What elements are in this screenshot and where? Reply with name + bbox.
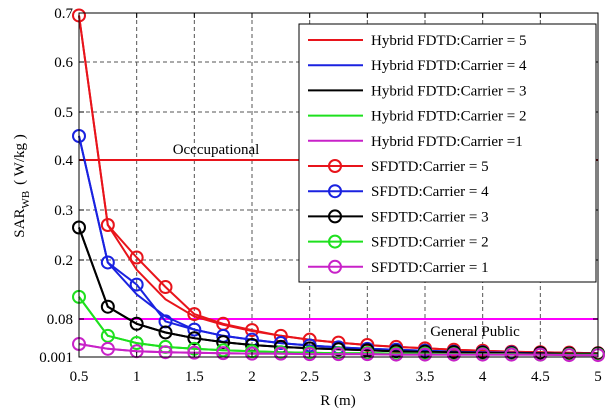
legend-box [298, 23, 597, 283]
x-tick-label: 4.5 [531, 369, 550, 385]
y-tick-label: 0.6 [54, 55, 73, 71]
legend-label: SFDTD:Carrier = 2 [371, 235, 489, 251]
data-point [100, 218, 115, 232]
legend-label: SFDTD:Carrier = 5 [371, 159, 489, 175]
reference-label: General Public [430, 324, 520, 340]
legend-marker [328, 209, 342, 224]
reference-label: Occcupational [173, 142, 260, 158]
data-point [504, 347, 519, 362]
x-axis-title: R (m) [320, 393, 355, 409]
x-tick-label: 5 [594, 369, 602, 385]
data-point [129, 316, 144, 331]
legend-marker [328, 259, 342, 274]
legend: Hybrid FDTD:Carrier = 5 Hybrid FDTD:Carri… [298, 23, 597, 283]
data-point [533, 347, 548, 362]
series-layer [72, 8, 605, 363]
data-point [129, 277, 144, 292]
data-point [418, 347, 432, 362]
data-point [158, 345, 173, 360]
data-point [389, 347, 404, 362]
y-tick-label: 0.3 [54, 203, 73, 219]
legend-label: Hybrid FDTD:Carrier = 4 [371, 58, 527, 74]
legend-label: Hybrid FDTD:Carrier = 2 [371, 109, 527, 125]
y-axis-title-main: SAR [12, 209, 28, 238]
y-tick-label: 0.7 [54, 6, 73, 22]
data-point [302, 347, 317, 362]
data-point [100, 255, 115, 270]
y-tick-label: 0.001 [39, 350, 73, 366]
x-tick-label: 1 [133, 369, 141, 385]
legend-label: Hybrid FDTD:Carrier = 5 [371, 33, 527, 49]
data-point [187, 322, 202, 337]
data-point [273, 346, 288, 361]
y-tick-label: 0.4 [54, 153, 73, 169]
y-axis-title: SARWB ( W/kg ) [12, 134, 32, 237]
data-point [273, 336, 288, 351]
x-tick-label: 3.5 [416, 369, 435, 385]
y-tick-label: 0.08 [47, 312, 73, 328]
data-point [216, 346, 231, 361]
legend-label: SFDTD:Carrier = 4 [371, 184, 489, 200]
data-point [331, 347, 346, 362]
legend-marker [328, 234, 342, 249]
x-tick-label: 4 [479, 369, 487, 385]
plot-frame [78, 12, 599, 358]
legend-label: SFDTD:Carrier = 1 [371, 260, 489, 276]
x-tick-label: 2 [248, 369, 256, 385]
x-tick-label: 0.5 [70, 369, 89, 385]
data-point [360, 347, 375, 362]
reference-labels: Occcupational General Public [173, 142, 520, 340]
data-point [245, 323, 259, 338]
y-tick-label: 0.5 [54, 105, 73, 121]
legend-label: Hybrid FDTD:Carrier =1 [371, 134, 523, 150]
x-tick-label: 3 [364, 369, 372, 385]
axis-ticks: 0.5 1 1.5 2 2.5 3 3.5 4 4.5 5 0.001 0.08 0.2 0.3 0.4 0.… [39, 6, 602, 385]
data-point [245, 346, 259, 361]
y-axis-title-sub: WB [20, 191, 32, 209]
legend-marker [328, 159, 342, 173]
series-line [78, 343, 598, 357]
data-point [331, 342, 346, 357]
data-point [475, 347, 490, 362]
data-point [100, 341, 115, 356]
y-axis-title-unit: ( W/kg ) [12, 134, 28, 185]
data-point [446, 347, 461, 362]
y-tick-label: 0.2 [54, 253, 73, 269]
legend-label: Hybrid FDTD:Carrier = 3 [371, 83, 527, 99]
legend-label: SFDTD:Carrier = 3 [371, 209, 489, 225]
data-point [158, 280, 173, 295]
data-point [100, 299, 115, 314]
data-point [562, 348, 577, 363]
data-point [158, 325, 173, 340]
data-point [129, 336, 144, 351]
data-point [129, 250, 144, 265]
data-point [187, 331, 202, 346]
data-point [187, 345, 202, 360]
data-point [187, 307, 202, 322]
x-tick-label: 1.5 [185, 369, 204, 385]
legend-marker [328, 184, 342, 199]
x-tick-label: 2.5 [300, 369, 319, 385]
